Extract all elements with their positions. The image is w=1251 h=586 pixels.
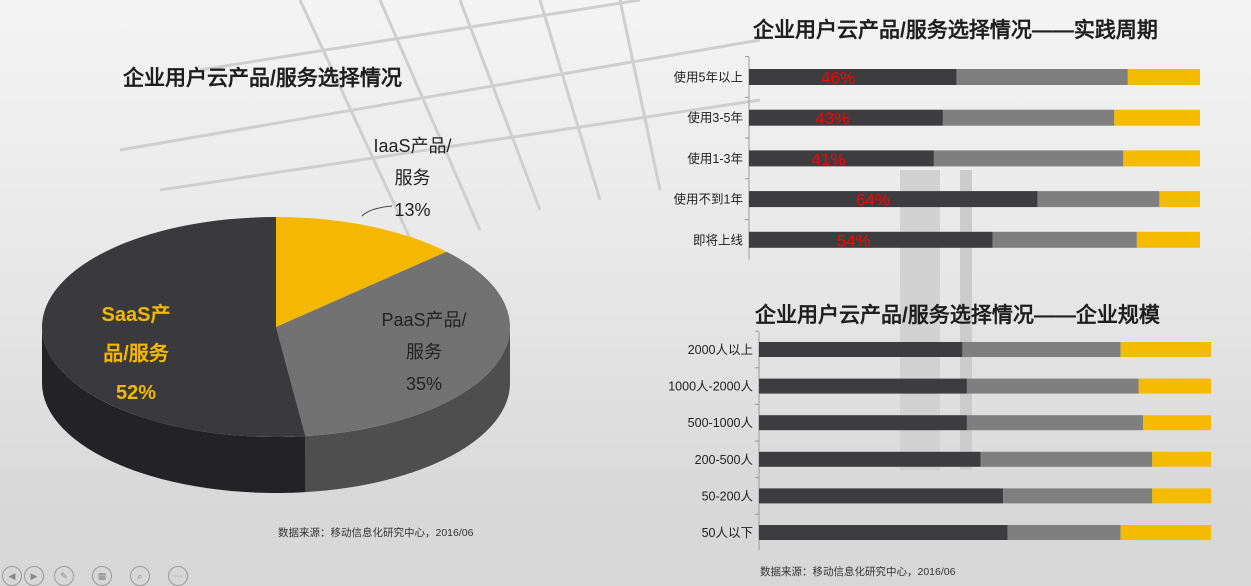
- pie-slice-SaaS产品/服务: [42, 217, 306, 437]
- pie-slice-PaaS产品/服务: [276, 251, 510, 437]
- pie-side-PaaS产品/服务: [305, 327, 510, 493]
- play-icon[interactable]: ▶: [24, 566, 44, 586]
- cycle-chart-title: 企业用户云产品/服务选择情况——实践周期: [753, 19, 1158, 42]
- prev-slide-icon[interactable]: ◀: [2, 566, 22, 586]
- pie-chart-title: 企业用户云产品/服务选择情况: [123, 67, 402, 90]
- size-chart-title: 企业用户云产品/服务选择情况——企业规模: [755, 304, 1160, 327]
- pie-label-iaas: IaaS产品/ 服务 13%: [355, 130, 470, 226]
- pie-leader-line: [361, 205, 393, 217]
- pie-label-saas: SaaS产 品/服务 52%: [78, 296, 194, 413]
- pie-label-saas-value: 52%: [115, 382, 157, 404]
- pie-label-iaas-value: 13%: [394, 200, 431, 220]
- pie-label-paas-value: 35%: [405, 374, 443, 394]
- pie-chart: [42, 217, 510, 494]
- pie-data-source: 数据来源：移动信息化研究中心，2016/06: [278, 527, 474, 539]
- pie-label-paas-line1: PaaS产品/: [381, 310, 467, 330]
- pie-label-paas: PaaS产品/ 服务 35%: [364, 304, 484, 400]
- pie-side-SaaS产品/服务: [42, 327, 306, 494]
- pie-label-paas-line2: 服务: [406, 342, 442, 362]
- slides-icon[interactable]: ▦: [92, 566, 112, 586]
- zoom-icon[interactable]: ⌕: [130, 566, 150, 586]
- pen-icon[interactable]: ✎: [54, 566, 74, 586]
- pie-label-iaas-line2: 服务: [394, 168, 431, 188]
- pie-label-saas-line2: 品/服务: [103, 343, 169, 365]
- pie-slice-IaaS产品/服务: [276, 217, 447, 327]
- pie-label-iaas-line1: IaaS产品/: [373, 136, 452, 156]
- size-data-source: 数据来源：移动信息化研究中心，2016/06: [760, 566, 956, 578]
- pie-label-saas-line1: SaaS产: [101, 304, 171, 326]
- more-icon[interactable]: ⋯: [168, 566, 188, 586]
